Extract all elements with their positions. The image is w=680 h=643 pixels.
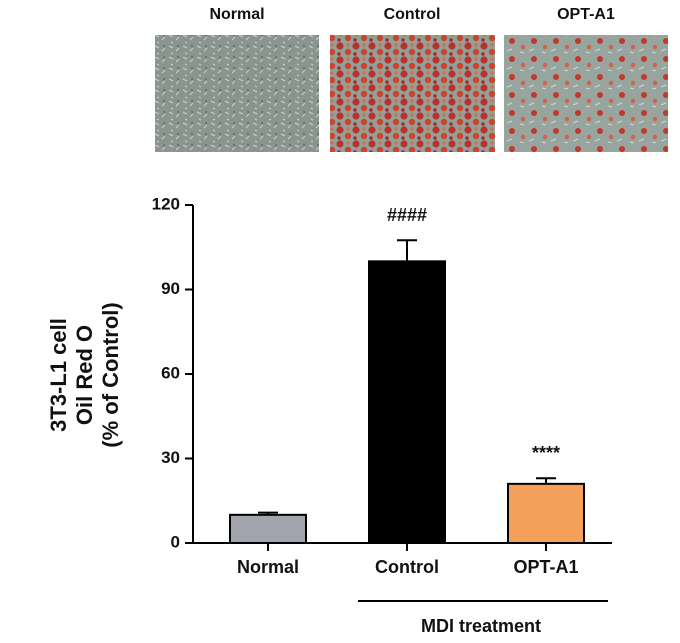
image-label: OPT-A1 <box>557 6 615 23</box>
x-tick-label: Normal <box>237 557 299 577</box>
y-tick-label: 90 <box>161 279 180 298</box>
significance-label: **** <box>532 443 560 463</box>
significance-label: #### <box>387 205 427 225</box>
group-label: MDI treatment <box>421 616 541 636</box>
image-label: Normal <box>209 6 264 23</box>
y-tick-label: 0 <box>171 532 180 551</box>
bar <box>368 260 446 544</box>
micrograph <box>155 35 319 152</box>
y-axis-label: (% of Control) <box>98 302 123 447</box>
x-tick-label: Control <box>375 557 439 577</box>
y-tick-label: 120 <box>152 194 180 213</box>
bar <box>229 513 307 544</box>
bar <box>507 482 585 545</box>
micrograph <box>330 35 495 152</box>
x-tick-label: OPT-A1 <box>513 557 578 577</box>
y-tick-label: 30 <box>161 448 180 467</box>
image-label: Control <box>384 6 441 23</box>
y-axis-label: Oil Red O <box>72 325 97 425</box>
y-tick-label: 60 <box>161 363 180 382</box>
micrograph <box>504 35 668 152</box>
y-axis-label: 3T3-L1 cell <box>46 318 71 432</box>
